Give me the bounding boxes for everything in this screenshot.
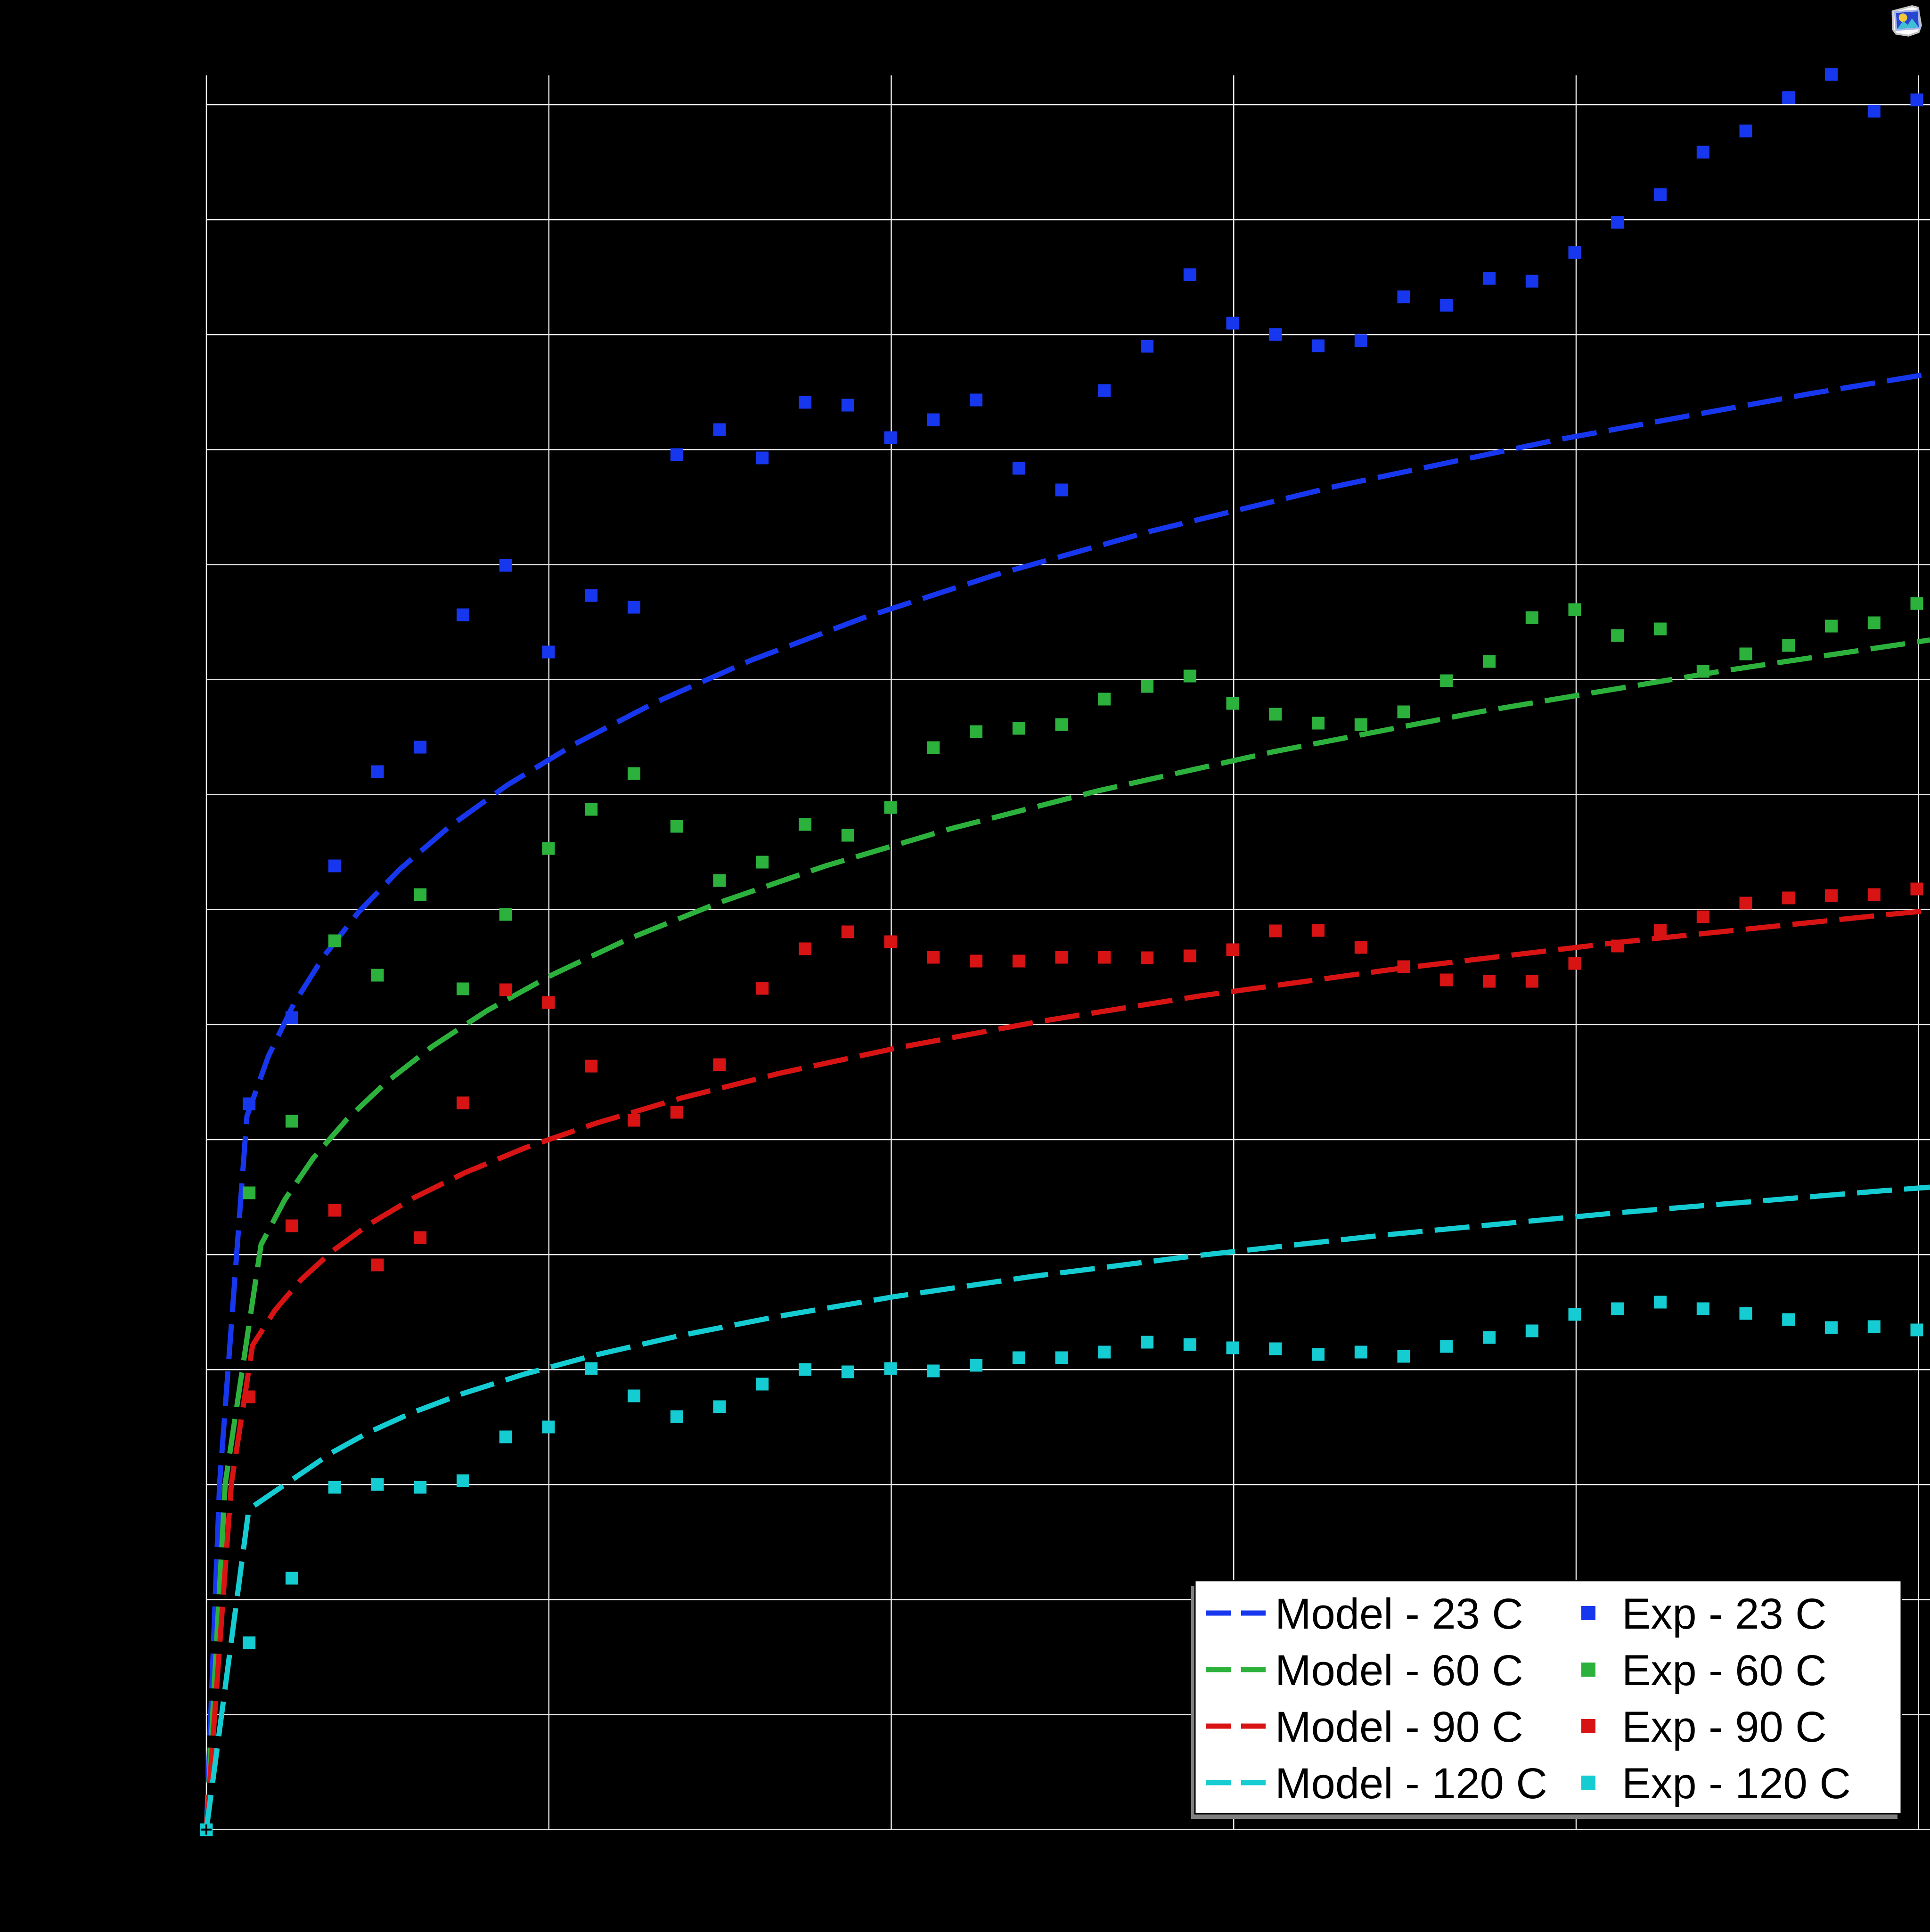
svg-text:Exp - 23 C: Exp - 23 C	[1622, 1590, 1827, 1638]
svg-text:Exp - 90 C: Exp - 90 C	[1622, 1703, 1827, 1751]
svg-text:Exp - 60 C: Exp - 60 C	[1622, 1647, 1827, 1695]
svg-text:Exp - 120 C: Exp - 120 C	[1622, 1760, 1851, 1808]
svg-text:Model - 60 C: Model - 60 C	[1275, 1647, 1523, 1695]
svg-text:Model - 90 C: Model - 90 C	[1275, 1703, 1523, 1751]
svg-text:Model - 23 C: Model - 23 C	[1275, 1590, 1523, 1638]
svg-text:Model - 120 C: Model - 120 C	[1275, 1760, 1547, 1808]
